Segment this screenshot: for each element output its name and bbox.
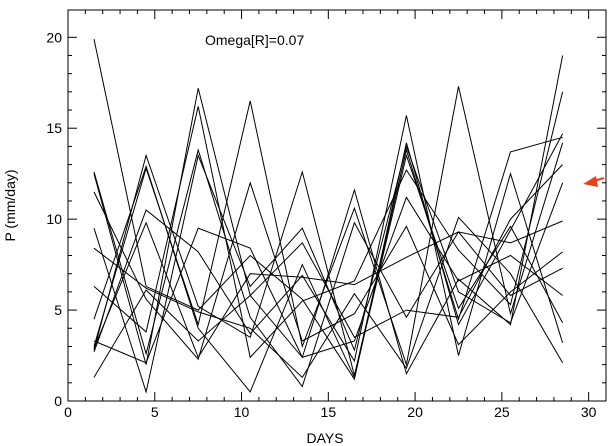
chart-annotation: Omega[R]=0.07 <box>205 32 304 48</box>
x-tick-label: 25 <box>494 404 510 420</box>
series-line-12 <box>93 216 564 379</box>
right-axis-ticks <box>597 36 606 402</box>
red-arrow-indicator <box>583 176 605 187</box>
x-axis-ticks: 0 5 10 15 20 25 30 <box>64 10 597 420</box>
x-tick-label: 20 <box>407 404 423 420</box>
arrow-head <box>583 176 598 187</box>
x-tick-label: 0 <box>64 404 72 420</box>
series-line-9 <box>93 148 563 388</box>
y-axis-ticks: 0 5 10 15 20 <box>46 29 77 409</box>
x-tick-label: 10 <box>234 404 250 420</box>
x-tick-label: 30 <box>581 404 597 420</box>
series-line-3 <box>93 86 564 367</box>
plot-frame <box>67 9 607 402</box>
series-line-10 <box>93 115 564 363</box>
y-tick-label: 10 <box>46 211 62 227</box>
series-line-2 <box>93 55 564 376</box>
series-line-7 <box>93 181 563 361</box>
y-tick-label: 20 <box>46 29 62 45</box>
x-tick-label: 5 <box>151 404 159 420</box>
x-axis-label: DAYS <box>306 430 343 446</box>
y-tick-label: 0 <box>54 393 62 409</box>
series-line-13 <box>93 196 563 364</box>
y-tick-label: 15 <box>46 120 62 136</box>
series-lines <box>93 38 564 394</box>
y-axis-label: P (mm/day) <box>2 169 18 241</box>
y-tick-label: 5 <box>54 302 62 318</box>
x-tick-label: 15 <box>321 404 337 420</box>
series-line-14 <box>93 221 563 359</box>
